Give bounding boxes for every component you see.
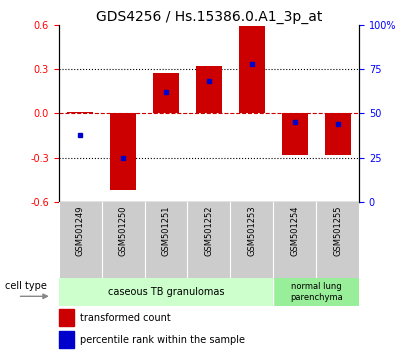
Text: percentile rank within the sample: percentile rank within the sample [80,335,245,345]
Bar [153,74,179,113]
Bar [273,278,359,306]
Text: cell type: cell type [5,281,47,291]
Bar [325,113,351,155]
Text: GSM501252: GSM501252 [205,206,213,256]
Bar [110,113,136,190]
Bar [239,26,265,113]
Text: GSM501253: GSM501253 [247,206,256,256]
Text: GSM501249: GSM501249 [76,206,85,256]
Bar [196,66,222,113]
Text: caseous TB granulomas: caseous TB granulomas [108,287,224,297]
Text: GSM501251: GSM501251 [162,206,171,256]
Text: transformed count: transformed count [80,313,171,323]
Text: GSM501255: GSM501255 [333,206,342,256]
Text: GSM501254: GSM501254 [290,206,299,256]
Bar [59,309,74,326]
Text: GSM501250: GSM501250 [119,206,128,256]
Bar [282,113,307,155]
Bar [59,331,74,348]
Bar [59,278,273,306]
Title: GDS4256 / Hs.15386.0.A1_3p_at: GDS4256 / Hs.15386.0.A1_3p_at [96,10,322,24]
Text: normal lung
parenchyma: normal lung parenchyma [290,282,343,302]
Bar [67,112,93,113]
